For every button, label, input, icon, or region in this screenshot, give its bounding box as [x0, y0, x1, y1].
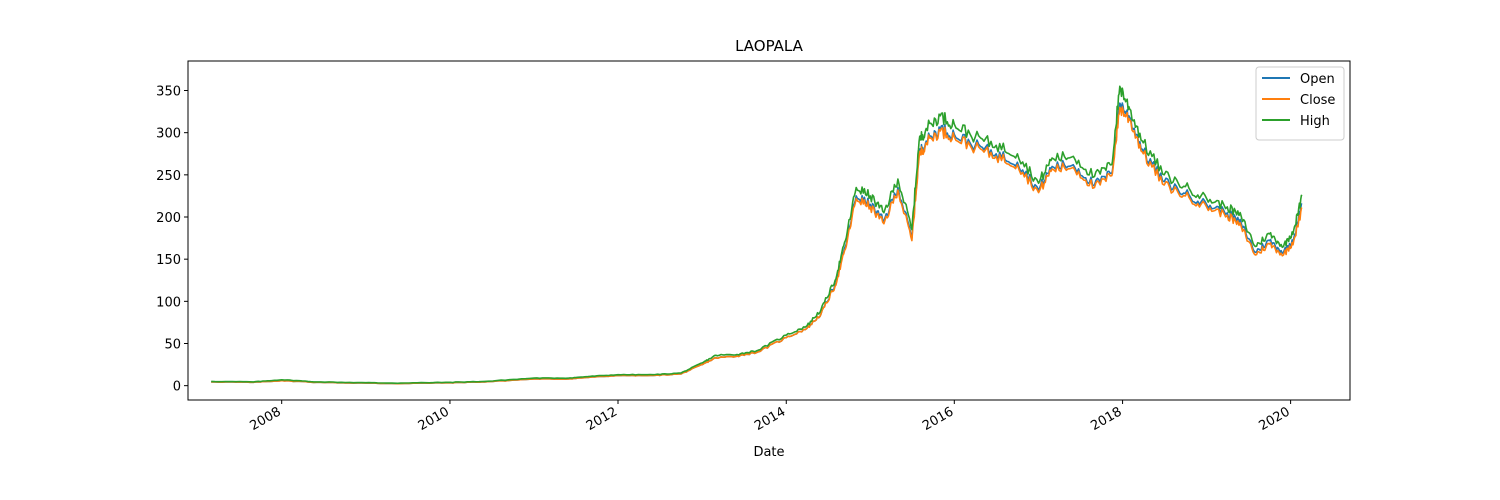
y-tick-label: 300 [156, 127, 181, 142]
y-axis: 0 50 100 150 200 250 300 350 [156, 85, 188, 395]
plot-frame [187, 60, 1351, 401]
x-axis: 2008 2010 2012 2014 2016 2018 2020 [248, 400, 1293, 434]
legend-box [1255, 66, 1345, 141]
x-tick-label: 2012 [584, 404, 620, 434]
x-tick-label: 2014 [752, 404, 788, 434]
x-tick-label: 2010 [416, 404, 452, 434]
series-line-close [211, 106, 1303, 385]
y-tick-label: 250 [156, 169, 181, 184]
y-tick-label: 350 [156, 85, 181, 100]
chart-title: LAOPALA [735, 37, 804, 55]
x-axis-label: Date [753, 445, 784, 460]
x-tick-label: 2018 [1088, 404, 1124, 434]
legend-label-open: Open [1300, 72, 1335, 87]
legend-label-close: Close [1300, 93, 1335, 108]
x-tick-label: 2020 [1256, 404, 1292, 434]
x-tick-label: 2016 [920, 404, 956, 434]
series-layer [211, 85, 1303, 385]
series-line-high [211, 85, 1303, 385]
x-tick-label: 2008 [248, 404, 284, 434]
y-tick-label: 100 [156, 295, 181, 310]
y-tick-label: 0 [173, 380, 181, 395]
legend-label-high: High [1300, 114, 1330, 129]
y-tick-label: 50 [164, 338, 181, 353]
y-tick-label: 200 [156, 211, 181, 226]
legend: Open Close High [1255, 66, 1345, 141]
y-tick-label: 150 [156, 253, 181, 268]
